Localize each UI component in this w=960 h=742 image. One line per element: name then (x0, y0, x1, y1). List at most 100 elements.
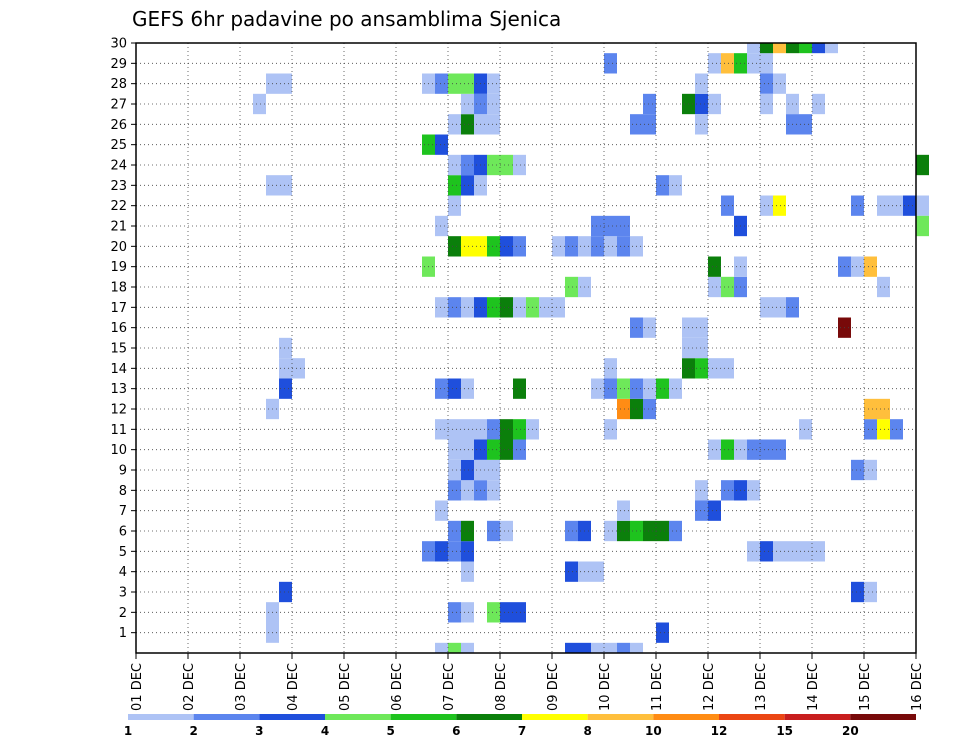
cell (773, 541, 786, 562)
cell (448, 114, 461, 135)
y-tick-label: 28 (110, 77, 127, 92)
legend-swatch (850, 714, 916, 720)
cell (903, 195, 916, 216)
x-tick-label: 09 DEC (546, 663, 561, 711)
cell (565, 520, 578, 542)
cell (448, 520, 461, 542)
y-tick-label: 9 (119, 464, 127, 479)
cell (656, 520, 669, 542)
cell (435, 642, 448, 653)
cell (448, 195, 461, 216)
cell (448, 236, 461, 257)
cell (487, 236, 500, 257)
cell (604, 419, 617, 440)
cell (435, 215, 448, 237)
y-tick-label: 16 (110, 321, 127, 336)
x-tick-label: 16 DEC (910, 663, 925, 711)
cell (604, 236, 617, 257)
y-tick-label: 21 (110, 220, 127, 235)
x-tick-label: 11 DEC (650, 663, 665, 711)
cell (760, 43, 773, 54)
cell (435, 419, 448, 440)
cell (747, 480, 760, 501)
cell (487, 297, 500, 318)
cell (799, 43, 812, 54)
cell (591, 378, 604, 399)
cell (721, 195, 734, 216)
cell (695, 500, 708, 521)
cell (487, 93, 500, 115)
cell (864, 581, 877, 603)
legend-label: 2 (189, 724, 197, 738)
cell (448, 297, 461, 318)
cell (695, 317, 708, 338)
cell (565, 236, 578, 257)
cell (513, 602, 526, 623)
legend-label: 20 (842, 724, 859, 738)
y-tick-label: 13 (110, 382, 127, 397)
cell (591, 215, 604, 237)
cell (669, 520, 682, 542)
cell (513, 419, 526, 440)
cell (292, 358, 305, 379)
x-tick-label: 04 DEC (286, 663, 301, 711)
y-tick-label: 7 (119, 504, 127, 519)
y-tick-label: 30 (110, 37, 127, 52)
cell (747, 43, 760, 54)
cell (461, 459, 474, 481)
cell (760, 439, 773, 460)
cell (721, 53, 734, 74)
legend: 1 2 3 4 5 6 7 8 10 12 15 20 (124, 714, 916, 738)
y-tick-label: 22 (110, 199, 127, 214)
x-tick-label: 14 DEC (806, 663, 821, 711)
cell (500, 520, 513, 542)
cell (448, 154, 461, 176)
cell (877, 276, 890, 298)
cell (279, 378, 292, 399)
cell (760, 541, 773, 562)
x-tick-label: 12 DEC (702, 663, 717, 711)
cell (643, 398, 656, 420)
x-tick-label: 07 DEC (442, 663, 457, 711)
cell (604, 520, 617, 542)
cell (656, 378, 669, 399)
cell (279, 175, 292, 196)
cell (461, 175, 474, 196)
cell (513, 154, 526, 176)
cell (708, 439, 721, 460)
cell (487, 73, 500, 94)
cell (513, 378, 526, 399)
cell (448, 480, 461, 501)
cell (864, 256, 877, 277)
cell (604, 53, 617, 74)
cell (851, 459, 864, 481)
legend-swatch (128, 714, 194, 720)
cell (643, 114, 656, 135)
cell (448, 175, 461, 196)
cell (864, 419, 877, 440)
chart-title: GEFS 6hr padavine po ansamblima Sjenica (132, 7, 561, 31)
cell (487, 480, 500, 501)
cell (656, 175, 669, 196)
cell (916, 154, 929, 176)
legend-swatch (390, 714, 457, 720)
y-tick-label: 29 (110, 57, 127, 72)
cell (617, 500, 630, 521)
cell (448, 602, 461, 623)
x-tick-label: 03 DEC (234, 663, 249, 711)
x-tick-label: 10 DEC (598, 663, 613, 711)
legend-swatch (259, 714, 325, 720)
cell (617, 520, 630, 542)
legend-label: 10 (645, 724, 662, 738)
cell (617, 642, 630, 653)
legend-label: 7 (518, 724, 526, 738)
cell (708, 93, 721, 115)
cell (799, 541, 812, 562)
y-tick-label: 11 (110, 423, 127, 438)
cell (643, 93, 656, 115)
cell (279, 337, 292, 359)
cell (500, 154, 513, 176)
cell (578, 642, 591, 653)
cell (643, 317, 656, 338)
